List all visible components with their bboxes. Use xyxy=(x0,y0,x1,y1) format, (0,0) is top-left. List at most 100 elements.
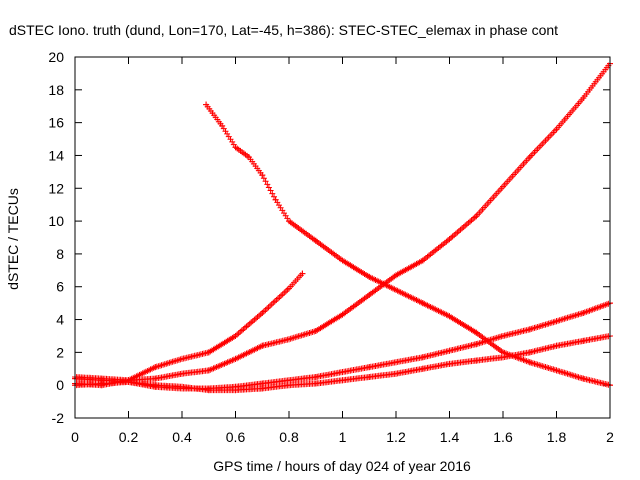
data-point xyxy=(580,337,587,344)
data-point xyxy=(232,144,239,151)
data-point xyxy=(339,377,346,384)
y-tick-label: 6 xyxy=(56,279,64,295)
data-point xyxy=(259,172,266,179)
data-point xyxy=(446,360,453,367)
x-tick-label: 1.4 xyxy=(440,429,460,445)
data-point xyxy=(205,367,212,374)
data-point xyxy=(312,328,319,335)
data-point xyxy=(419,300,426,307)
x-axis-label: GPS time / hours of day 024 of year 2016 xyxy=(213,458,471,474)
data-point xyxy=(526,154,533,161)
y-tick-label: 10 xyxy=(48,213,64,229)
data-point xyxy=(500,354,506,361)
data-point xyxy=(473,213,480,220)
data-point xyxy=(580,95,587,102)
data-point xyxy=(473,357,480,364)
data-point xyxy=(205,387,212,394)
x-tick-label: 0.2 xyxy=(119,429,139,445)
y-axis-label: dSTEC / TECUs xyxy=(5,188,21,290)
x-tick-label: 1 xyxy=(339,429,347,445)
data-point xyxy=(393,287,399,294)
data-point xyxy=(232,387,239,394)
x-tick-label: 0.8 xyxy=(279,429,299,445)
y-tick-label: 8 xyxy=(56,246,64,262)
x-tick-label: 1.2 xyxy=(386,429,406,445)
data-point xyxy=(259,309,266,316)
data-point xyxy=(553,318,560,325)
chart-title: dSTEC Iono. truth (dund, Lon=170, Lat=-4… xyxy=(9,22,558,38)
data-point xyxy=(553,126,560,133)
x-tick-label: 1.6 xyxy=(493,429,513,445)
data-point xyxy=(553,342,560,349)
data-point xyxy=(203,101,210,108)
data-point xyxy=(419,365,426,372)
data-point xyxy=(259,385,266,392)
data-point xyxy=(179,355,185,362)
data-point xyxy=(152,382,159,389)
data-point xyxy=(286,382,292,389)
data-point xyxy=(205,349,212,356)
data-point xyxy=(312,380,319,387)
data-point xyxy=(366,373,373,380)
data-point xyxy=(152,364,159,371)
data-point xyxy=(272,196,279,203)
data-point xyxy=(393,272,399,279)
data-point xyxy=(419,257,426,264)
data-points xyxy=(72,60,613,394)
plot-frame xyxy=(74,56,611,419)
data-point xyxy=(312,373,319,380)
data-point xyxy=(259,342,266,349)
data-point xyxy=(500,183,506,190)
data-point xyxy=(366,273,373,280)
x-tick-label: 1.8 xyxy=(547,429,567,445)
data-point xyxy=(312,237,319,244)
data-point xyxy=(179,383,185,390)
data-point xyxy=(339,369,346,376)
y-tick-label: 14 xyxy=(48,147,64,163)
data-point xyxy=(553,367,560,374)
data-point xyxy=(286,218,292,225)
data-point xyxy=(219,122,226,129)
x-tick-label: 0.6 xyxy=(226,429,246,445)
data-point xyxy=(339,257,346,264)
data-point xyxy=(526,359,533,366)
data-point xyxy=(232,332,239,339)
y-tick-label: 12 xyxy=(48,180,64,196)
y-tick-label: 18 xyxy=(48,82,64,98)
data-point xyxy=(286,336,292,343)
data-point xyxy=(299,270,306,277)
data-point xyxy=(125,378,132,385)
data-point xyxy=(366,291,373,298)
series-1-markers xyxy=(72,60,613,384)
data-point xyxy=(232,355,239,362)
y-tick-label: 2 xyxy=(56,344,64,360)
data-point xyxy=(339,311,346,318)
data-point xyxy=(446,236,453,243)
data-point xyxy=(473,341,480,348)
x-tick-label: 0.4 xyxy=(172,429,192,445)
x-tick-label: 0 xyxy=(71,429,79,445)
y-tick-label: 4 xyxy=(56,312,64,328)
data-point xyxy=(366,364,373,371)
data-point xyxy=(446,347,453,354)
data-point xyxy=(526,349,533,356)
data-point xyxy=(419,354,426,361)
data-point xyxy=(98,380,105,387)
axis-tick-labels: 0 0.2 0.4 0.6 0.8 1 1.2 1.4 1.6 1.8 2 -2 0 2 4 6 8 10 12 14… xyxy=(48,49,614,445)
data-point xyxy=(393,359,399,366)
data-point xyxy=(580,309,587,316)
data-point xyxy=(393,370,399,377)
y-tick-label: 16 xyxy=(48,115,64,131)
data-point xyxy=(446,313,453,320)
series-5 xyxy=(72,332,613,394)
x-tick-label: 2 xyxy=(606,429,614,445)
data-point xyxy=(473,329,480,336)
series-1 xyxy=(72,60,613,384)
data-point xyxy=(500,332,506,339)
y-tick-label: 20 xyxy=(48,49,64,65)
data-point xyxy=(179,370,185,377)
data-point xyxy=(245,154,252,161)
y-tick-label: -2 xyxy=(52,410,65,426)
data-point xyxy=(580,375,587,382)
